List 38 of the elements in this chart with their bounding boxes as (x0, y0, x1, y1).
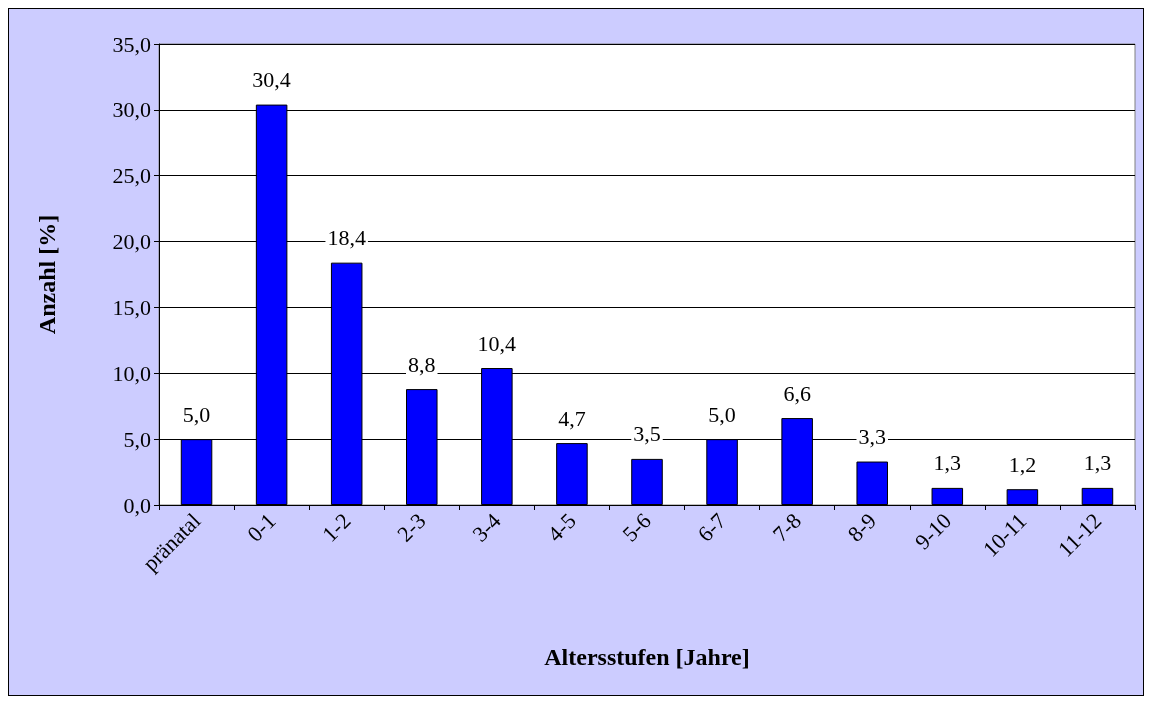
x-tick-label: 6-7 (692, 508, 731, 547)
data-label: 10,4 (477, 330, 517, 356)
bar (1006, 489, 1039, 505)
x-tick-label: 1-2 (317, 508, 356, 547)
bar (856, 461, 888, 505)
data-label: 1,3 (933, 450, 962, 476)
y-tick-label: 15,0 (112, 294, 151, 320)
data-label: 1,2 (1008, 451, 1037, 477)
data-label: 5,0 (708, 401, 736, 427)
bar (556, 443, 588, 505)
y-tick-label: 10,0 (112, 360, 151, 386)
x-tick-label: 8-9 (842, 508, 882, 547)
x-tick-label: 0-1 (242, 508, 281, 547)
data-label: 6,6 (783, 380, 811, 406)
x-tick-label: 3-4 (467, 508, 506, 547)
x-axis-title: Altersstufen [Jahre] (544, 644, 750, 670)
y-tick-label: 20,0 (112, 229, 151, 255)
y-tick-label: 35,0 (112, 31, 151, 57)
bar (931, 487, 964, 505)
data-label: 8,8 (408, 351, 436, 377)
data-label: 3,5 (633, 421, 661, 447)
data-label: 3,3 (858, 424, 886, 450)
x-tick-label: 7-8 (767, 508, 806, 547)
y-tick-label: 25,0 (112, 163, 151, 189)
y-tick-label: 5,0 (123, 426, 151, 452)
data-label: 30,4 (252, 67, 291, 93)
x-tick-label: 5-6 (617, 508, 656, 547)
x-tick-label: 9-10 (909, 508, 957, 555)
bar (1081, 487, 1114, 505)
bar (631, 458, 663, 505)
data-label: 4,7 (558, 405, 586, 431)
x-tick-label: 2-3 (392, 508, 431, 547)
data-label: 1,3 (1083, 450, 1112, 476)
data-label: 18,4 (327, 225, 366, 251)
data-label: 5,0 (182, 401, 211, 427)
y-tick-label: 30,0 (112, 97, 151, 123)
y-axis-title: Anzahl [%] (34, 214, 60, 335)
x-tick-label: 4-5 (542, 508, 581, 547)
